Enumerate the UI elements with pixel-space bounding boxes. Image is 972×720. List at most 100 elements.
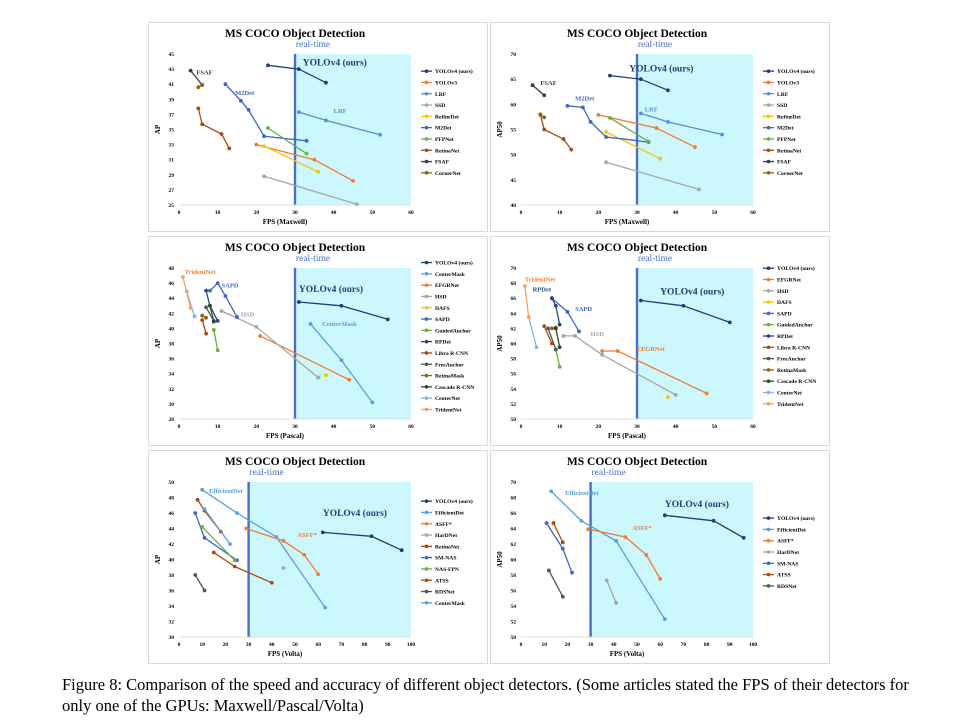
y-tick-label: 29 [169, 173, 175, 179]
x-tick-label: 20 [596, 424, 602, 430]
legend-label: YOLOv4 (ours) [435, 260, 473, 267]
y-tick-label: 64 [511, 527, 517, 533]
legend-swatch-dot [424, 351, 429, 355]
data-point [347, 377, 352, 382]
data-point [666, 395, 670, 400]
data-point [262, 174, 266, 179]
legend-label: Libra R-CNN [777, 345, 810, 351]
series-line [548, 569, 564, 598]
legend-swatch-dot [766, 148, 771, 153]
x-tick-label: 20 [223, 642, 229, 648]
series-retinanet [211, 550, 274, 585]
legend-item-refinedet: RefineDet [763, 114, 801, 120]
data-point [232, 564, 237, 569]
data-point [378, 132, 382, 137]
legend-item-cascade-r-cnn: Cascade R-CNN [421, 385, 474, 391]
chart-title: MS COCO Object Detection [225, 242, 366, 254]
legend-label: RetinaNet [435, 544, 459, 550]
series-line [190, 70, 203, 86]
y-tick-label: 68 [511, 281, 517, 287]
series-libra-r-cnn [200, 318, 208, 336]
annotation-fsaf: FSAF [540, 80, 556, 87]
series-line [552, 522, 564, 543]
series-centermask [308, 321, 375, 405]
x-tick-label: 20 [254, 424, 260, 430]
data-point [215, 281, 220, 285]
data-point [561, 137, 566, 141]
legend-swatch-dot [424, 260, 429, 265]
legend-item-hsd: HSD [421, 294, 447, 300]
data-point [262, 144, 266, 149]
x-tick-label: 50 [712, 210, 718, 216]
legend-label: DAFS [435, 306, 450, 312]
series-yolov3 [254, 142, 355, 183]
legend-label: PFPNet [435, 137, 454, 143]
y-tick-label: 60 [511, 558, 517, 564]
y-tick-label: 35 [169, 128, 175, 134]
data-point [666, 88, 670, 93]
legend-label: HarDNet [777, 550, 799, 556]
legend-label: CenterMask [435, 272, 466, 278]
annotation-yolov4-ours: YOLOv4 (ours) [665, 499, 729, 510]
data-point [644, 552, 649, 557]
series-line [606, 580, 617, 604]
series-line [201, 489, 326, 608]
data-point [200, 487, 205, 492]
series-yolov4-ours [266, 63, 328, 85]
data-point [281, 539, 286, 543]
series-line [555, 349, 561, 368]
data-point [658, 576, 663, 581]
y-tick-label: 55 [511, 128, 517, 134]
x-tick-label: 60 [750, 424, 756, 430]
data-point [600, 349, 605, 353]
data-point [549, 489, 554, 494]
data-point [604, 130, 608, 134]
legend-swatch-dot [766, 311, 771, 316]
data-point [302, 552, 307, 557]
data-point [219, 309, 224, 313]
data-point [296, 300, 301, 304]
legend-item-asff: ASFF* [763, 539, 794, 545]
data-point [188, 68, 193, 73]
data-point [200, 525, 205, 529]
data-point [192, 314, 197, 319]
legend-item-tridentnet: TridentNet [421, 407, 461, 413]
data-point [370, 400, 375, 405]
y-tick-label: 56 [511, 589, 517, 595]
y-tick-label: 54 [511, 387, 517, 393]
legend-item-centernet: CenterNet [421, 396, 460, 402]
legend-swatch-dot [766, 266, 771, 270]
realtime-label: real-time [296, 40, 330, 50]
legend-swatch-dot [766, 527, 771, 532]
data-point [188, 306, 193, 310]
series-line [588, 528, 661, 580]
y-tick-label: 65 [511, 77, 517, 83]
annotation-hsd: HSD [241, 311, 255, 318]
series-line [209, 282, 238, 318]
legend-item-libra-r-cnn: Libra R-CNN [763, 345, 810, 351]
data-point [557, 345, 562, 350]
legend-swatch-dot [424, 148, 429, 153]
legend-label: YOLOv4 (ours) [435, 68, 473, 75]
legend-item-yolov4-ours: YOLOv4 (ours) [421, 260, 473, 267]
chart-panel-ap50-volta: MS COCO Object Detection real-time 0 10 20 30… [490, 450, 830, 664]
data-point [741, 535, 746, 540]
x-tick-label: 30 [292, 424, 298, 430]
x-tick-label: 50 [292, 642, 298, 648]
legend-swatch-dot [424, 91, 429, 96]
y-tick-label: 46 [169, 511, 175, 517]
data-point [200, 318, 205, 322]
legend-item-retinamask: RetinaMask [421, 374, 465, 380]
series-yolov4-ours [662, 513, 746, 540]
y-tick-label: 50 [511, 635, 517, 641]
data-point [696, 187, 701, 192]
chart-panel-ap-pascal: MS COCO Object Detection real-time 0 10 20 30… [148, 236, 488, 446]
data-point [193, 511, 198, 515]
legend-label: RefineDet [435, 114, 459, 120]
legend-swatch-dot [766, 300, 771, 304]
legend-swatch-dot [766, 114, 771, 119]
data-point [211, 550, 216, 555]
legend-item-hardnet: HarDNet [421, 533, 457, 539]
data-point [316, 572, 321, 577]
